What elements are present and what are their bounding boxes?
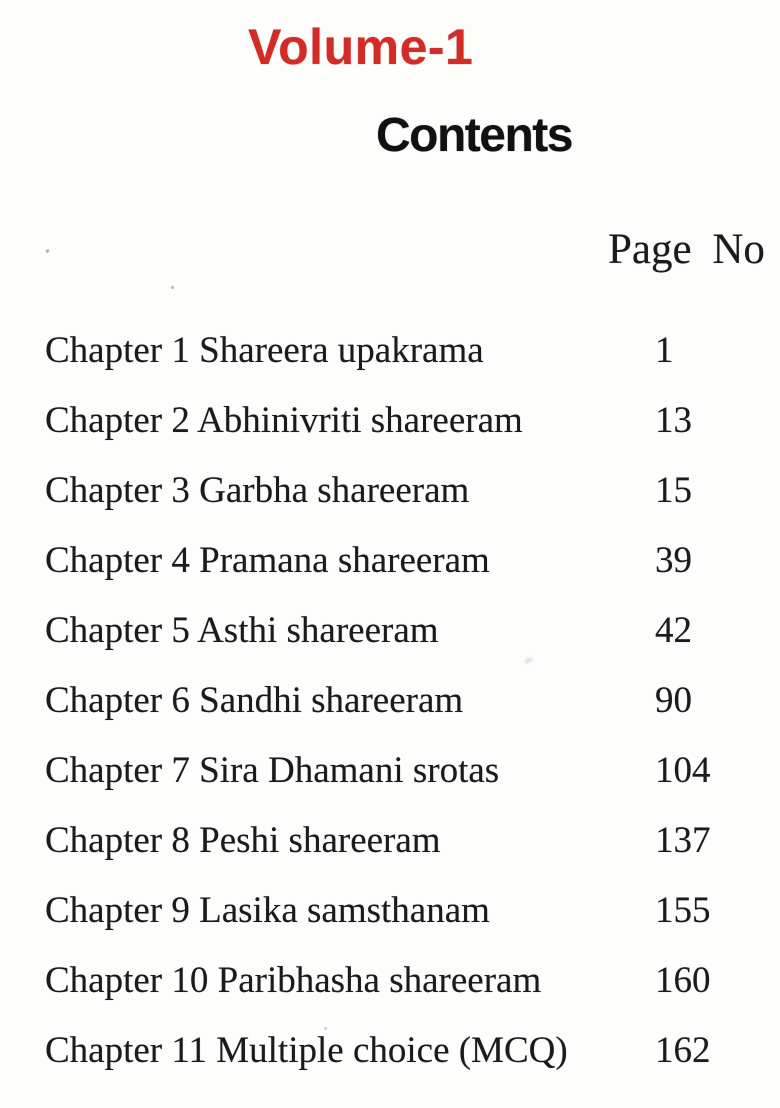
toc-row: Chapter 5 Asthi shareeram 42 <box>0 595 780 665</box>
chapter-page-number: 39 <box>655 539 692 581</box>
chapter-label: Chapter 8 Peshi shareeram <box>45 819 441 861</box>
chapter-label: Chapter 1 Shareera upakrama <box>45 329 484 371</box>
toc-row: Chapter 7 Sira Dhamani srotas 104 <box>0 735 780 805</box>
toc-row: Chapter 10 Paribhasha shareeram 160 <box>0 945 780 1015</box>
chapter-page-number: 155 <box>655 889 711 931</box>
chapter-page-number: 137 <box>655 819 711 861</box>
chapter-page-number: 1 <box>655 329 674 371</box>
chapter-page-number: 42 <box>655 609 692 651</box>
chapter-label: Chapter 6 Sandhi shareeram <box>45 679 464 721</box>
volume-title: Volume-1 <box>248 19 474 75</box>
chapter-label: Chapter 2 Abhinivriti shareeram <box>45 399 523 441</box>
scan-speck <box>171 286 174 289</box>
chapter-page-number: 90 <box>655 679 692 721</box>
toc-row: Chapter 2 Abhinivriti shareeram 13 <box>0 385 780 455</box>
chapter-label: Chapter 11 Multiple choice (MCQ) <box>45 1029 568 1071</box>
toc-row: Chapter 6 Sandhi shareeram 90 <box>0 665 780 735</box>
scan-speck <box>324 1027 327 1030</box>
toc-row: Chapter 3 Garbha shareeram 15 <box>0 455 780 525</box>
contents-heading: Contents <box>376 109 573 162</box>
chapter-label: Chapter 10 Paribhasha shareeram <box>45 959 542 1001</box>
toc-row: Chapter 9 Lasika samsthanam 155 <box>0 875 780 945</box>
chapter-page-number: 104 <box>655 749 711 791</box>
chapter-label: Chapter 5 Asthi shareeram <box>45 609 439 651</box>
chapter-label: Chapter 4 Pramana shareeram <box>45 539 490 581</box>
chapter-label: Chapter 3 Garbha shareeram <box>45 469 470 511</box>
page-no-column-header: Page No <box>608 226 765 273</box>
toc-row: Chapter 1 Shareera upakrama 1 <box>0 315 780 385</box>
scan-speck <box>45 248 50 254</box>
chapter-label: Chapter 7 Sira Dhamani srotas <box>45 749 500 791</box>
toc-list: Chapter 1 Shareera upakrama 1 Chapter 2 … <box>0 315 780 1085</box>
chapter-page-number: 162 <box>655 1029 711 1071</box>
chapter-page-number: 160 <box>655 959 711 1001</box>
toc-row: Chapter 8 Peshi shareeram 137 <box>0 805 780 875</box>
chapter-label: Chapter 9 Lasika samsthanam <box>45 889 490 931</box>
toc-row: Chapter 4 Pramana shareeram 39 <box>0 525 780 595</box>
toc-row: Chapter 11 Multiple choice (MCQ) 162 <box>0 1015 780 1085</box>
chapter-page-number: 13 <box>655 399 692 441</box>
chapter-page-number: 15 <box>655 469 692 511</box>
